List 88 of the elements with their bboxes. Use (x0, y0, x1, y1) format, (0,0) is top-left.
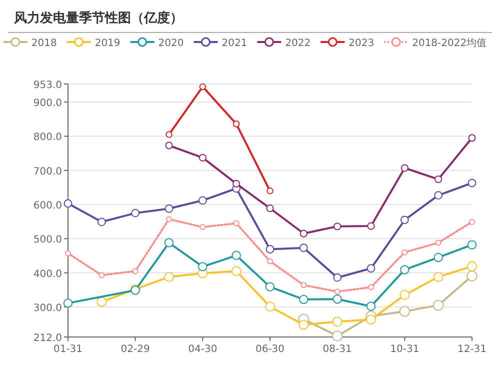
point (164, 272, 174, 282)
point (367, 222, 375, 230)
point (366, 264, 376, 273)
point (96, 296, 107, 307)
y-tick-label: 953.0 (33, 80, 62, 91)
point (299, 244, 308, 252)
y-tick-label: 500.0 (33, 234, 62, 246)
point (434, 175, 442, 184)
point (435, 240, 442, 246)
point (265, 282, 275, 292)
point (131, 208, 140, 218)
point (198, 154, 206, 162)
y-tick-label: 900.0 (33, 98, 62, 110)
point (368, 284, 374, 290)
point (199, 83, 206, 90)
x-tick-label: 01-31 (53, 344, 83, 355)
point (468, 134, 476, 142)
point (466, 270, 478, 282)
point (166, 216, 172, 222)
point (266, 245, 274, 254)
point (166, 131, 172, 138)
point (467, 240, 477, 250)
point (468, 178, 476, 188)
point (164, 204, 174, 213)
y-tick-label: 212.0 (33, 333, 62, 344)
point (333, 273, 342, 282)
point (231, 266, 242, 276)
point (332, 316, 342, 327)
point (232, 250, 241, 260)
point (266, 204, 274, 212)
point (132, 268, 138, 274)
x-tick-label: 04-30 (188, 344, 218, 355)
point (165, 142, 173, 150)
point (402, 249, 408, 256)
point (266, 187, 274, 194)
point (299, 294, 308, 304)
y-tick-label: 700.0 (33, 166, 62, 178)
point (98, 272, 105, 278)
chart-title: 风力发电量季节性图（亿度） (13, 10, 183, 26)
legend-label: 2018 (31, 38, 57, 49)
x-tick-label: 12-31 (457, 344, 487, 355)
point (300, 230, 308, 238)
x-tick-label: 02-29 (120, 344, 150, 355)
point (332, 330, 343, 342)
point (298, 320, 309, 330)
point (233, 220, 240, 226)
y-tick-label: 600.0 (33, 200, 62, 212)
x-tick-label: 06-30 (255, 344, 285, 355)
point (164, 238, 174, 248)
point (400, 216, 409, 224)
point (334, 288, 340, 295)
point (433, 272, 444, 282)
point (232, 120, 240, 128)
point (267, 258, 273, 264)
point (265, 302, 275, 312)
point (97, 218, 106, 226)
point (400, 164, 408, 172)
point (434, 252, 443, 262)
y-tick-label: 800.0 (33, 132, 62, 144)
legend-label: 2022 (285, 38, 311, 49)
point (467, 261, 477, 272)
legend-label: 2019 (94, 38, 120, 49)
point (64, 199, 72, 208)
point (469, 218, 475, 225)
point (332, 294, 342, 304)
legend-label: 2021 (222, 38, 248, 49)
point (434, 191, 443, 200)
point (232, 180, 240, 188)
point (65, 250, 71, 256)
legend-label: 2020 (158, 38, 184, 49)
point (300, 282, 307, 288)
point (399, 306, 410, 317)
x-tick-label: 08-31 (322, 344, 352, 355)
point (400, 290, 410, 300)
point (334, 222, 342, 230)
y-tick-label: 300.0 (33, 302, 62, 314)
y-tick-label: 400.0 (33, 268, 62, 280)
point (366, 314, 376, 325)
point (432, 300, 444, 311)
legend-label: 2023 (348, 38, 374, 49)
legend-label: 2018-2022均值 (412, 37, 487, 49)
point (366, 302, 376, 311)
point (63, 298, 73, 308)
point (400, 265, 410, 274)
point (200, 224, 206, 230)
point (198, 196, 207, 205)
x-tick-label: 10-31 (390, 344, 420, 355)
point (198, 262, 208, 272)
